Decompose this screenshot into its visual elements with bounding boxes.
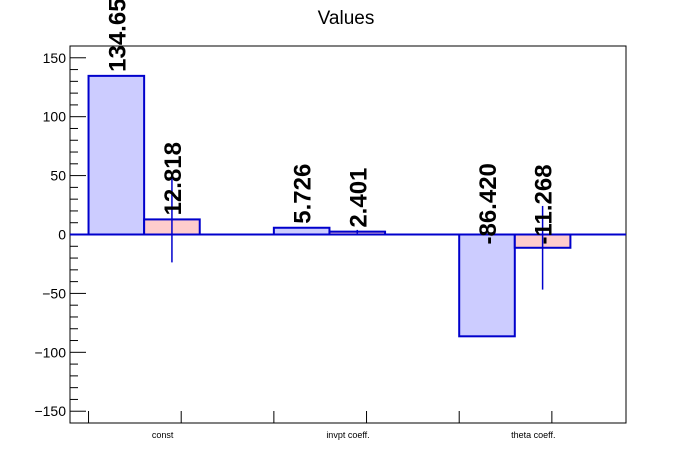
bar-value-label: -86.420 (475, 163, 502, 244)
bar-value-label: 12.818 (160, 142, 187, 215)
y-tick-label: 0 (58, 227, 66, 243)
x-category-label: theta coeff. (511, 430, 555, 440)
bars (87, 74, 572, 338)
chart-title: Values (318, 8, 375, 29)
bar-value-label: 134.65 (104, 0, 131, 72)
x-category-label: const (152, 430, 174, 440)
y-tick-label: −50 (42, 285, 66, 301)
bar-series-1 (87, 74, 146, 236)
bar-series-1 (458, 233, 516, 338)
y-tick-label: −100 (34, 344, 66, 360)
x-category-label: invpt coeff. (326, 430, 369, 440)
y-tick-label: −150 (34, 403, 66, 419)
bar-series-1 (272, 226, 331, 236)
y-axis: −150 −100 −50 0 50 100 150 (34, 45, 86, 424)
bar-value-label: 2.401 (345, 168, 372, 228)
y-tick-label: 50 (50, 168, 66, 184)
y-tick-label: 150 (43, 50, 67, 66)
x-axis: const invpt coeff. theta coeff. (88, 411, 556, 440)
bar-value-label: 5.726 (290, 164, 317, 224)
bar-value-label: -11.268 (531, 164, 558, 244)
error-bars (144, 176, 571, 290)
y-tick-label: 100 (43, 109, 67, 125)
value-labels: 134.65 5.726 -86.420 12.818 2.401 -11.268 (104, 0, 557, 245)
